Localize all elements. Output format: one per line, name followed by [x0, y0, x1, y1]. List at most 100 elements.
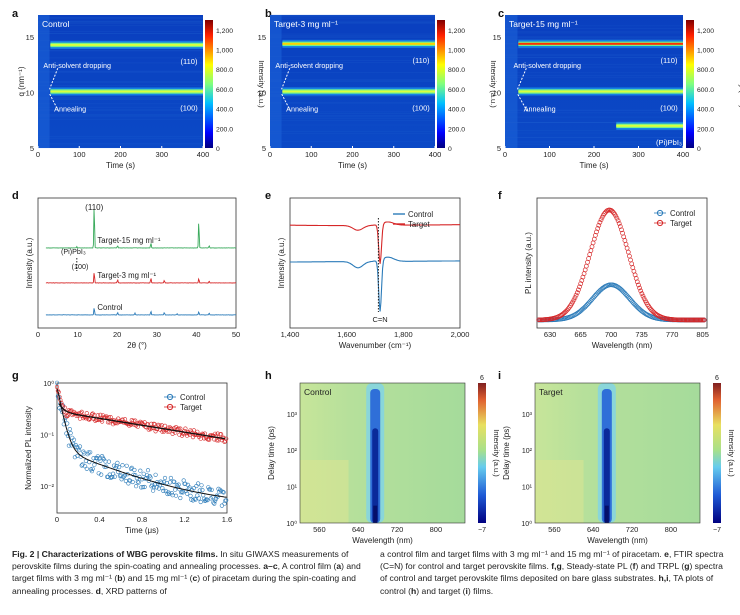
x-tick-label: 200 [346, 150, 359, 159]
heatmap-band-(110) [50, 44, 203, 46]
y-axis-label: Intensity (a.u.) [277, 237, 286, 288]
band-label: (100) [412, 103, 430, 112]
annotation-annealing: Annealing [54, 104, 86, 113]
colorbar-tick-label: −7 [713, 527, 721, 534]
pl-point-Target [588, 253, 592, 257]
colorbar [713, 383, 721, 523]
band-label: (110) [181, 57, 198, 66]
x-axis-label: Time (s) [579, 161, 608, 170]
colorbar-tick-label: 600.0 [216, 87, 233, 94]
x-tick-label: 1,600 [337, 330, 356, 339]
x-tick-label: 300 [632, 150, 645, 159]
y-axis-label: PL intensity (a.u.) [524, 232, 533, 294]
trpl-point-Control [197, 497, 201, 501]
y-tick-label: 10 [493, 89, 501, 98]
x-tick-label: 0 [268, 150, 272, 159]
x-axis-label: Time (s) [106, 161, 135, 170]
y-tick-label: 10⁰ [286, 520, 297, 528]
trpl-point-Control [68, 427, 72, 431]
x-tick-label: 1,800 [394, 330, 413, 339]
colorbar-label: Intensity (a.u.) [492, 429, 501, 477]
x-axis-label: Wavelength (nm) [587, 536, 648, 545]
trpl-point-Target [163, 424, 167, 428]
y-tick-label: 10⁻¹ [40, 433, 54, 440]
colorbar-tick-label: 800.0 [448, 67, 465, 74]
colorbar [205, 20, 213, 148]
ta-photoinduced-absorption [535, 460, 584, 523]
y-tick-label: 10⁻² [40, 484, 54, 491]
y-tick-label: 10² [522, 448, 533, 455]
colorbar-tick-label: 200.0 [448, 126, 465, 133]
colorbar-tick-label: 1,000 [697, 48, 714, 55]
annotation-anti-solvent: Anti-solvent dropping [514, 61, 582, 70]
x-tick-label: 30 [153, 330, 161, 339]
heatmap-title: Target [539, 387, 563, 397]
x-tick-label: 10 [73, 330, 81, 339]
colorbar-tick-label: 400.0 [697, 107, 714, 114]
heatmap-title: Control [42, 19, 70, 29]
caption-text: ) films. [468, 586, 493, 596]
colorbar-tick-label: −7 [478, 527, 486, 534]
colorbar-tick-label: 200.0 [216, 126, 233, 133]
colorbar-tick-label: 0 [697, 146, 701, 153]
trpl-point-Control [93, 463, 97, 467]
x-tick-label: 200 [114, 150, 127, 159]
colorbar-tick-label: 800.0 [697, 67, 714, 74]
trpl-point-Control [163, 476, 167, 480]
trpl-point-Control [139, 469, 143, 473]
colorbar-tick-label: 1,000 [448, 48, 465, 55]
colorbar [478, 383, 486, 523]
caption-text: ) and 15 mg ml⁻¹ ( [123, 573, 193, 583]
trpl-point-Control [113, 475, 117, 479]
ftir-trace-Control [290, 257, 460, 311]
annotation-anti-solvent: Anti-solvent dropping [275, 61, 343, 70]
figure-caption-right: a control film and target films with 3 m… [380, 548, 730, 597]
trpl-point-Control [168, 481, 172, 485]
y-tick-label: 15 [26, 33, 34, 42]
colorbar-tick-label: 1,200 [697, 28, 714, 35]
trpl-point-Control [201, 488, 205, 492]
pl-point-Control [597, 290, 601, 294]
x-tick-label: 720 [391, 525, 404, 534]
x-tick-label: 700 [605, 330, 618, 339]
ta-bleach-early [605, 506, 609, 523]
colorbar-tick-label: 0 [448, 146, 452, 153]
trpl-point-Control [151, 489, 155, 493]
colorbar-tick-label: 6 [480, 375, 484, 382]
y-tick-label: 10³ [287, 412, 298, 419]
colorbar-label: Intensity (a.u.) [257, 60, 266, 108]
band-label: (100) [660, 103, 678, 112]
legend-label: Target [670, 219, 693, 228]
heatmap-title: Target-15 mg ml⁻¹ [509, 19, 578, 29]
colorbar-label: Intensity (a.u.) [489, 60, 498, 108]
x-axis-label: Wavelength (nm) [592, 341, 653, 350]
x-tick-label: 1,400 [281, 330, 300, 339]
x-tick-label: 0.4 [94, 515, 104, 524]
x-tick-label: 665 [574, 330, 587, 339]
legend-label: Control [670, 209, 695, 218]
y-tick-label: 10⁰ [43, 380, 54, 388]
x-tick-label: 40 [192, 330, 200, 339]
pl-point-Target [641, 294, 645, 298]
heatmap-band-(100) [518, 90, 683, 92]
caption-text: ) and target ( [416, 586, 465, 596]
y-axis-label: Delay time (ps) [267, 426, 276, 480]
colorbar-label: Intensity (a.u.) [727, 429, 736, 477]
colorbar-tick-label: 800.0 [216, 67, 233, 74]
x-tick-label: 640 [587, 525, 600, 534]
y-tick-label: 10² [287, 448, 298, 455]
y-tick-label: 10³ [522, 412, 533, 419]
y-tick-label: 10⁰ [521, 520, 532, 528]
pl-point-Target [626, 250, 630, 254]
trpl-point-Control [179, 496, 183, 500]
caption-ref: h,i [659, 573, 669, 583]
trpl-point-Control [200, 484, 204, 488]
plot-frame [38, 198, 236, 328]
peak-label-pipbi3: (Pi)PbI₃ [61, 247, 86, 256]
x-tick-label: 200 [588, 150, 601, 159]
heatmap-title: Control [304, 387, 332, 397]
pl-point-Target [623, 239, 627, 243]
x-axis-label: Time (s) [338, 161, 367, 170]
legend-label: Target [408, 220, 431, 229]
heatmap-band-(100) [282, 90, 435, 92]
